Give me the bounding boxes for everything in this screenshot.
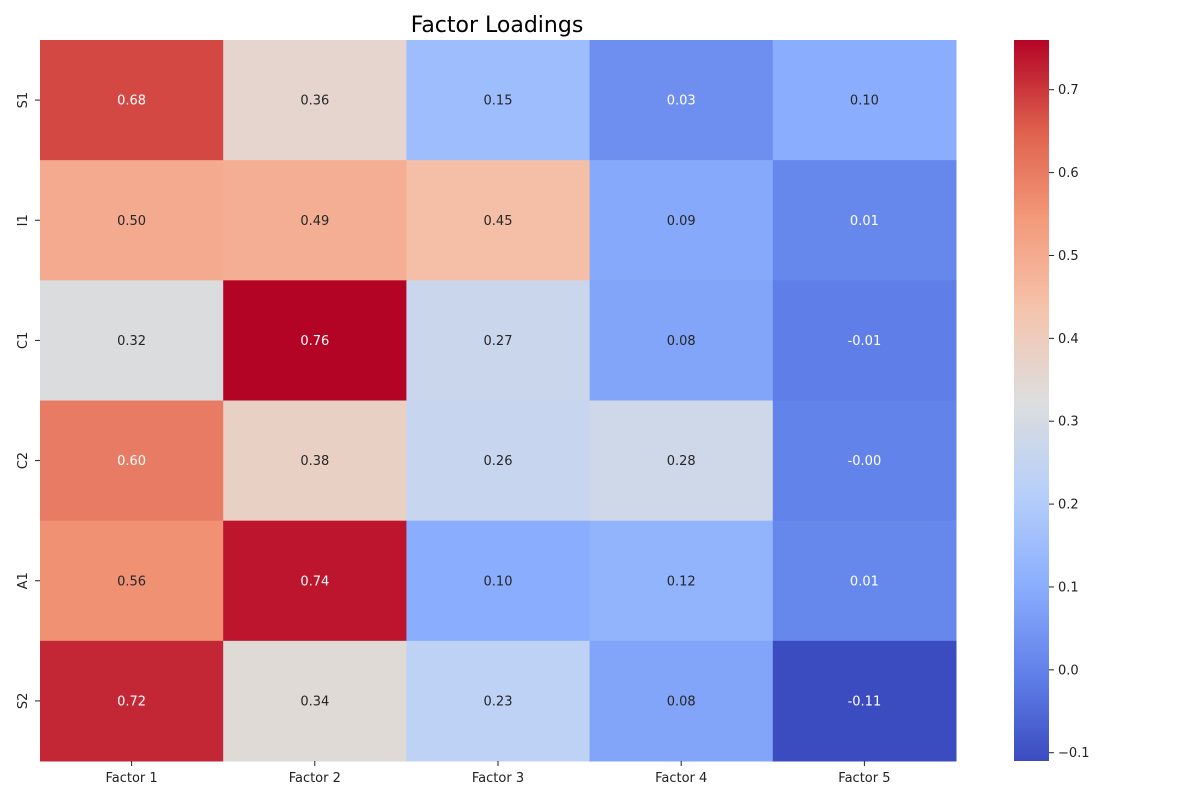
cell-value-label: 0.60 — [117, 454, 146, 469]
heatmap-cell — [589, 640, 774, 762]
cell-value-label: 0.56 — [117, 574, 146, 589]
heatmap-cell — [589, 520, 774, 642]
heatmap-cell — [772, 280, 957, 401]
colorbar-tick-label: 0.0 — [1058, 663, 1079, 678]
cell-value-label: 0.03 — [667, 94, 696, 109]
heatmap-cell — [406, 40, 591, 161]
cell-value-label: 0.74 — [300, 574, 329, 589]
colorbar-tick-label: 0.5 — [1058, 249, 1079, 264]
heatmap-cell — [406, 520, 591, 642]
heatmap-cell — [406, 640, 591, 762]
heatmap-cell — [40, 160, 224, 281]
cell-value-label: 0.50 — [117, 214, 146, 229]
x-tick-label: Factor 2 — [289, 771, 341, 786]
x-tick-label: Factor 3 — [472, 771, 524, 786]
colorbar-tick-label: 0.2 — [1058, 498, 1079, 513]
cell-value-label: 0.09 — [667, 214, 696, 229]
colorbar-tick-label: 0.4 — [1058, 332, 1079, 347]
colorbar: −0.1 0.0 0.1 0.2 0.3 0.4 0.5 0.6 0.7 — [1014, 40, 1090, 761]
heatmap-cell — [772, 400, 957, 522]
cell-value-label: 0.27 — [484, 334, 513, 349]
cell-value-label: 0.01 — [850, 574, 879, 589]
heatmap-cell — [223, 400, 407, 522]
chart-title: Factor Loadings — [411, 13, 584, 38]
heatmap-cell — [406, 160, 591, 281]
x-tick-label: Factor 1 — [105, 771, 157, 786]
cell-value-label: 0.10 — [850, 94, 879, 109]
cell-value-label: 0.01 — [850, 214, 879, 229]
heatmap-cell — [223, 640, 407, 762]
heatmap-cell — [772, 40, 957, 161]
heatmap-cell — [406, 280, 591, 401]
cell-value-label: 0.32 — [117, 334, 146, 349]
cell-value-label: 0.34 — [300, 694, 329, 709]
heatmap-cell-labels: 0.68 0.36 0.15 0.03 0.10 0.50 0.49 0.45 0.09 0.01… — [117, 94, 881, 710]
heatmap-cell — [223, 520, 407, 642]
cell-value-label: -0.00 — [848, 454, 882, 469]
heatmap-cell — [40, 400, 224, 522]
y-axis-ticks: S1 I1 C1 C2 A1 S2 — [16, 92, 40, 709]
cell-value-label: 0.38 — [300, 454, 329, 469]
heatmap-cell — [589, 280, 774, 401]
cell-value-label: 0.28 — [667, 454, 696, 469]
heatmap-cell — [589, 40, 774, 161]
colorbar-tick-label: 0.1 — [1058, 580, 1079, 595]
colorbar-tick-label: 0.3 — [1058, 415, 1079, 430]
heatmap-cells — [40, 40, 957, 762]
cell-value-label: 0.49 — [300, 214, 329, 229]
colorbar-tick-label: 0.6 — [1058, 166, 1079, 181]
heatmap-cell — [40, 40, 224, 161]
heatmap-cell — [223, 40, 407, 161]
y-tick-label: C1 — [16, 332, 31, 349]
x-tick-label: Factor 4 — [655, 771, 707, 786]
x-tick-label: Factor 5 — [838, 771, 890, 786]
heatmap-cell — [589, 400, 774, 522]
heatmap-cell — [223, 160, 407, 281]
cell-value-label: -0.11 — [848, 694, 882, 709]
cell-value-label: 0.72 — [117, 694, 146, 709]
x-axis-ticks: Factor 1 Factor 2 Factor 3 Factor 4 Factor 5 — [105, 761, 891, 786]
cell-value-label: 0.08 — [667, 334, 696, 349]
heatmap-cell — [589, 160, 774, 281]
cell-value-label: 0.10 — [484, 574, 513, 589]
heatmap-cell — [40, 640, 224, 762]
y-tick-label: S1 — [16, 92, 31, 109]
colorbar-gradient — [1014, 40, 1049, 761]
heatmap-cell — [40, 520, 224, 642]
colorbar-tick-label: −0.1 — [1058, 746, 1090, 761]
heatmap-cell — [406, 400, 591, 522]
heatmap-cell — [772, 640, 957, 762]
heatmap-cell — [40, 280, 224, 401]
heatmap-cell — [772, 520, 957, 642]
cell-value-label: 0.76 — [300, 334, 329, 349]
cell-value-label: 0.45 — [484, 214, 513, 229]
y-tick-label: C2 — [16, 452, 31, 469]
heatmap-cell — [772, 160, 957, 281]
cell-value-label: 0.26 — [484, 454, 513, 469]
cell-value-label: 0.36 — [300, 94, 329, 109]
y-tick-label: S2 — [16, 693, 31, 710]
heatmap-cell — [223, 280, 407, 401]
cell-value-label: -0.01 — [848, 334, 882, 349]
y-tick-label: I1 — [16, 214, 31, 226]
cell-value-label: 0.23 — [484, 694, 513, 709]
colorbar-tick-label: 0.7 — [1058, 83, 1079, 98]
cell-value-label: 0.15 — [484, 94, 513, 109]
cell-value-label: 0.08 — [667, 694, 696, 709]
colorbar-ticks: −0.1 0.0 0.1 0.2 0.3 0.4 0.5 0.6 0.7 — [1049, 83, 1090, 761]
y-tick-label: A1 — [16, 572, 31, 589]
cell-value-label: 0.12 — [667, 574, 696, 589]
cell-value-label: 0.68 — [117, 94, 146, 109]
